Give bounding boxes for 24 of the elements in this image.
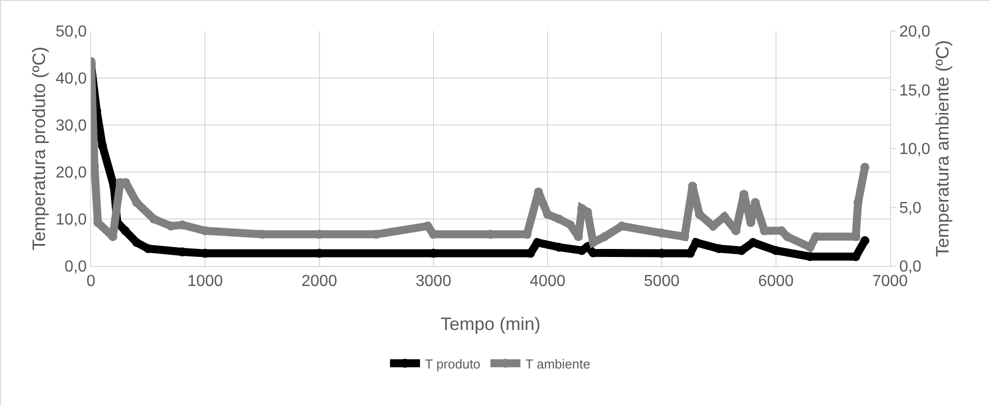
- y2-tick-label: 5,0: [899, 200, 922, 217]
- legend-label: T produto: [425, 356, 480, 372]
- x-axis-title: Tempo (min): [440, 314, 541, 334]
- y-tick-label: 40,0: [56, 70, 87, 88]
- y2-tick-label: 0,0: [899, 258, 922, 276]
- y-tick-label: 0,0: [64, 258, 87, 276]
- y-axis-title: Temperatura produto (ºC): [29, 46, 49, 250]
- y-tick-label: 50,0: [56, 24, 87, 41]
- x-tick-label: 1000: [187, 273, 224, 290]
- y-tick-label: 30,0: [56, 118, 87, 135]
- x-tick-label: 4000: [530, 273, 566, 290]
- x-tick-label: 2000: [301, 273, 338, 290]
- x-tick-label: 0: [86, 273, 96, 290]
- legend-label: T ambiente: [525, 356, 590, 372]
- y-tick-label: 20,0: [56, 164, 87, 182]
- y-tick-label: 10,0: [56, 212, 87, 229]
- y2-tick-label: 15,0: [899, 82, 930, 100]
- x-tick-label: 3000: [416, 273, 452, 290]
- y2-tick-label: 10,0: [899, 141, 930, 158]
- x-tick-label: 5000: [644, 273, 680, 290]
- y2-axis-title: Temperatura ambiente (ºC): [932, 40, 952, 257]
- x-tick-label: 7000: [872, 273, 908, 290]
- y2-tick-label: 20,0: [899, 24, 930, 41]
- x-tick-label: 6000: [758, 273, 794, 290]
